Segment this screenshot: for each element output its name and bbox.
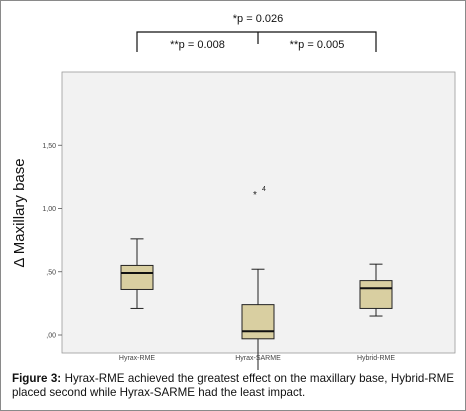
y-tick-label: 1,00 bbox=[42, 206, 56, 213]
p-value-overall: *p = 0.026 bbox=[233, 13, 283, 25]
boxplot-chart: *p = 0.026**p = 0.008**p = 0.005 -,50,00… bbox=[11, 13, 456, 370]
x-category-label: Hyrax-RME bbox=[119, 355, 155, 362]
x-category-label: Hybrid-RME bbox=[357, 355, 395, 362]
iqr-box bbox=[359, 280, 393, 309]
outlier-marker: * bbox=[253, 190, 257, 201]
y-axis-ticks: -,50,00,501,001,50 bbox=[42, 143, 62, 340]
box-hybrid-rme bbox=[359, 263, 393, 317]
caption-text: Hyrax-RME achieved the greatest effect o… bbox=[12, 372, 454, 399]
outlier-label: 4 bbox=[262, 186, 266, 193]
significance-brackets: *p = 0.026 **p = 0.008 **p = 0.005 bbox=[136, 13, 377, 52]
bracket-overall bbox=[136, 31, 377, 52]
box-hyrax-sarme: *4 bbox=[241, 186, 275, 370]
figure-caption: Figure 3: Hyrax-RME achieved the greates… bbox=[12, 372, 454, 400]
y-tick-label: ,00 bbox=[46, 333, 56, 340]
y-tick-label: ,50 bbox=[46, 269, 56, 276]
boxes-group: *4 bbox=[120, 186, 393, 370]
x-category-label: Hyrax-SARME bbox=[235, 355, 281, 362]
y-axis-label: Δ Maxillary base bbox=[11, 158, 28, 267]
y-tick-label: 1,50 bbox=[42, 143, 56, 150]
box-hyrax-rme bbox=[120, 238, 154, 309]
iqr-box bbox=[241, 304, 275, 340]
iqr-box bbox=[120, 264, 154, 290]
caption-label: Figure 3: bbox=[12, 372, 62, 385]
x-axis-categories: Hyrax-RME Hyrax-SARME Hybrid-RME bbox=[119, 355, 395, 362]
p-value-sarme-vs-hybrid: **p = 0.005 bbox=[290, 39, 345, 51]
p-value-rme-vs-sarme: **p = 0.008 bbox=[170, 39, 225, 51]
